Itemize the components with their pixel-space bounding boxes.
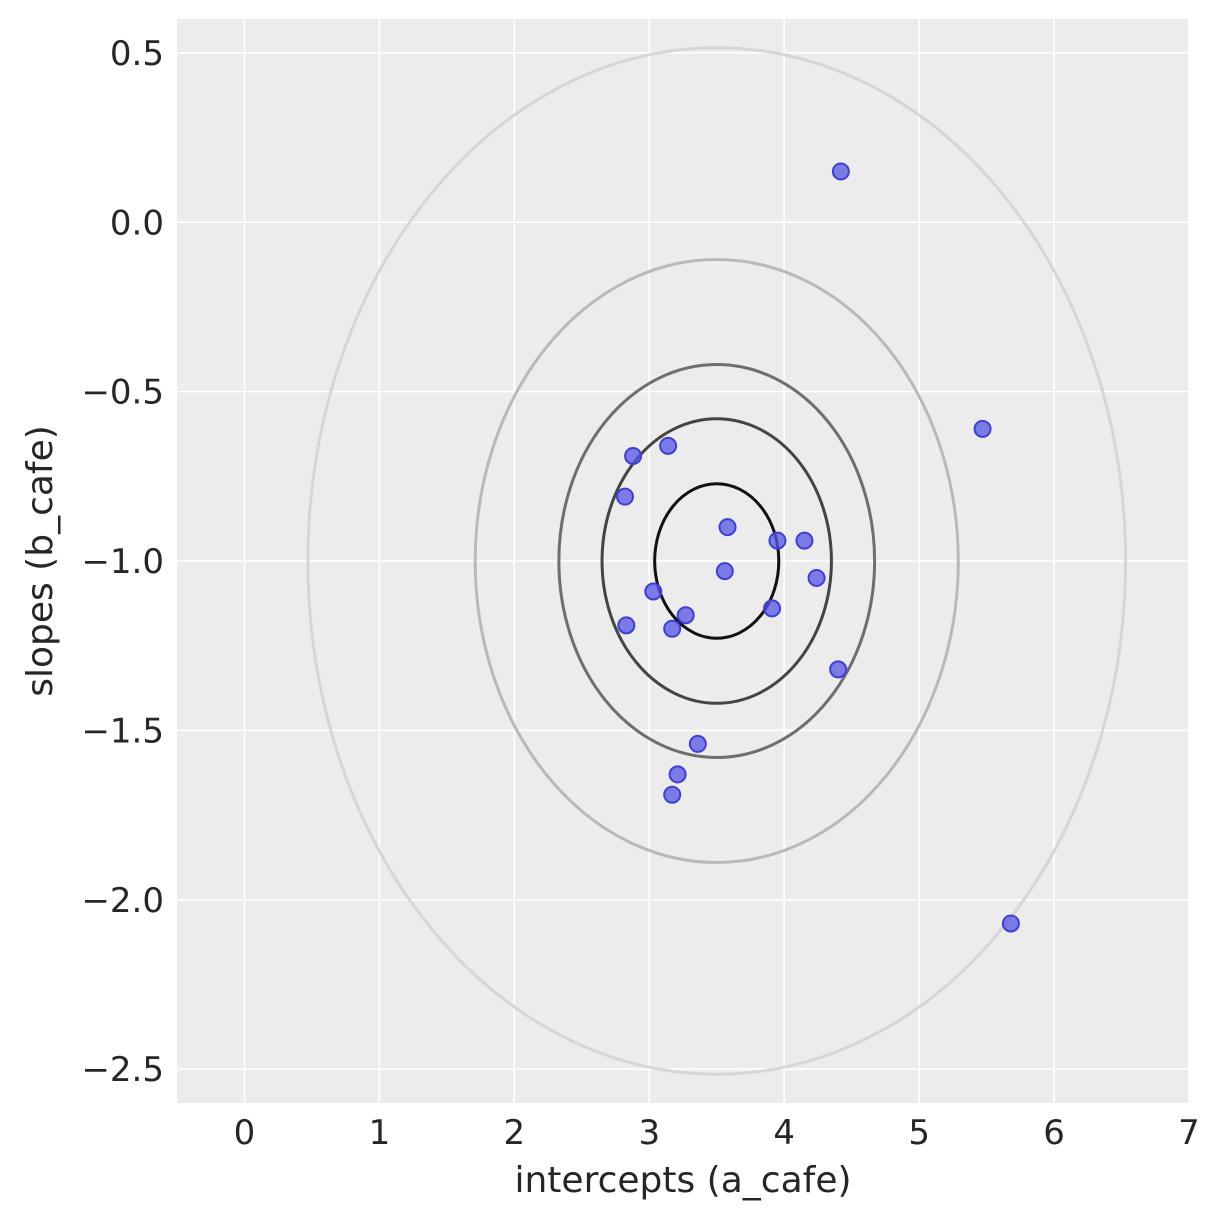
x-tick-label: 4 [773, 1113, 795, 1153]
contour-ellipse [600, 417, 833, 705]
y-tick-label: −1.5 [81, 711, 164, 751]
scatter-point [663, 619, 682, 638]
contour-ellipse [306, 46, 1128, 1076]
y-tick-labels: 0.5 0.0 −0.5 −1.0 −1.5 −2.0 −2.5 [81, 34, 164, 1090]
scatter-point [715, 562, 734, 581]
scatter-point [831, 162, 850, 181]
x-tick-label: 3 [638, 1113, 660, 1153]
scatter-point [663, 785, 682, 804]
x-tick-label: 1 [369, 1113, 391, 1153]
scatter-point [829, 660, 848, 679]
scatter-point [718, 518, 737, 537]
x-tick-label: 7 [1178, 1113, 1200, 1153]
scatter-point [668, 765, 687, 784]
x-tick-label: 0 [234, 1113, 256, 1153]
scatter-point [763, 599, 782, 618]
scatter-point [617, 616, 636, 635]
contour-ellipse [473, 258, 960, 864]
covariance-ellipses [306, 46, 1128, 1076]
scatter-point [688, 734, 707, 753]
data-points [615, 162, 1020, 933]
y-tick-label: −0.5 [81, 373, 164, 413]
y-tick-label: −2.5 [81, 1050, 164, 1090]
y-tick-label: 0.5 [110, 34, 164, 74]
contour-ellipse [557, 363, 877, 759]
scatter-point [644, 582, 663, 601]
x-tick-labels: 0 1 2 3 4 5 6 7 [234, 1113, 1200, 1153]
y-tick-label: 0.0 [110, 203, 164, 243]
x-axis-label: intercepts (a_cafe) [514, 1160, 851, 1201]
scatter-point [768, 531, 787, 550]
scatter-point [615, 487, 634, 506]
scatter-point [676, 606, 695, 625]
scatter-point [1001, 914, 1020, 933]
y-tick-label: −2.0 [81, 881, 164, 921]
y-tick-label: −1.0 [81, 542, 164, 582]
scatter-point [624, 446, 643, 465]
scatter-point [973, 419, 992, 438]
x-tick-label: 5 [908, 1113, 930, 1153]
scatter-point [659, 436, 678, 455]
grid-lines [177, 19, 1190, 1103]
y-axis-label: slopes (b_cafe) [20, 425, 61, 697]
x-tick-label: 2 [504, 1113, 526, 1153]
contour-ellipse [653, 482, 781, 640]
scatter-point [807, 568, 826, 587]
x-tick-label: 6 [1043, 1113, 1065, 1153]
scatter-point [795, 531, 814, 550]
